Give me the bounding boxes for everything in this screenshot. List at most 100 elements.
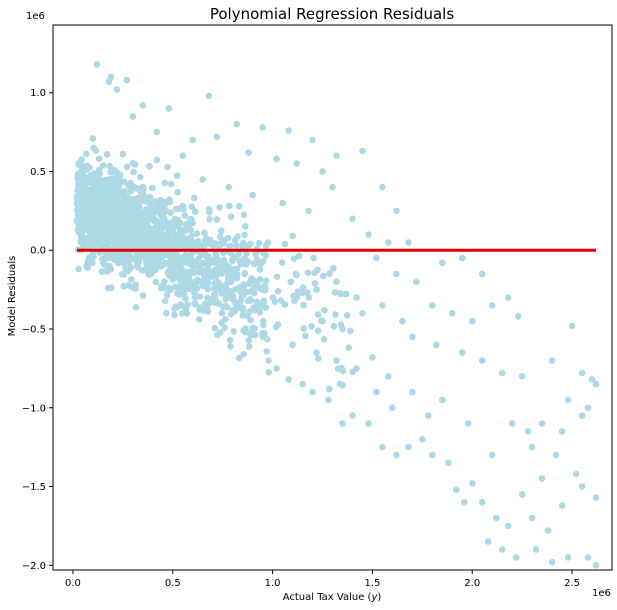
data-point (165, 284, 172, 292)
data-point (379, 443, 386, 451)
data-point (116, 201, 123, 208)
data-point (164, 163, 171, 171)
data-point (259, 333, 267, 340)
y-tick-label: −1.5 (22, 482, 46, 493)
data-point (538, 420, 546, 427)
data-point (289, 341, 296, 349)
data-point (294, 288, 302, 295)
data-point (425, 412, 432, 419)
data-point (578, 412, 586, 419)
data-point (83, 189, 91, 197)
data-point (130, 229, 137, 237)
data-point (193, 230, 201, 237)
data-point (592, 380, 600, 388)
data-point (289, 232, 297, 240)
data-point (365, 231, 372, 238)
data-point (262, 252, 270, 259)
data-point (339, 420, 346, 427)
data-point (158, 283, 165, 290)
data-point (330, 323, 338, 330)
data-point (128, 276, 135, 283)
data-point (241, 231, 248, 239)
data-point (345, 344, 353, 352)
data-point (369, 354, 376, 361)
data-point (196, 306, 203, 313)
data-point (232, 286, 239, 293)
y-tick-label: 0.0 (30, 246, 46, 257)
data-point (518, 373, 526, 380)
data-point (592, 494, 600, 501)
data-point (326, 385, 333, 393)
data-point (548, 357, 556, 364)
data-point (166, 198, 173, 206)
data-point (232, 268, 239, 276)
data-point (332, 311, 339, 318)
data-point (100, 255, 107, 262)
data-point (504, 294, 512, 301)
data-point (95, 201, 102, 208)
data-point (162, 221, 170, 228)
data-point (120, 271, 128, 278)
data-point (95, 208, 103, 216)
data-point (138, 190, 146, 198)
data-point (218, 239, 225, 246)
data-point (115, 220, 122, 228)
data-point (285, 376, 292, 383)
data-point (127, 208, 135, 216)
data-point (145, 271, 153, 278)
data-point (187, 261, 195, 268)
data-point (161, 297, 169, 305)
data-point (95, 166, 103, 174)
data-point (140, 218, 148, 225)
data-point (245, 337, 252, 344)
data-point (385, 373, 392, 380)
data-point (342, 290, 350, 298)
data-point (149, 184, 156, 192)
data-point (247, 240, 254, 248)
data-point (242, 288, 250, 296)
data-point (176, 291, 184, 298)
data-point (271, 298, 279, 306)
data-point (227, 213, 235, 220)
data-point (208, 296, 215, 303)
x-axis-label-main: Actual Tax Value ( (283, 592, 372, 603)
data-point (254, 278, 261, 286)
data-point (285, 127, 292, 134)
data-point (439, 396, 446, 404)
data-point (544, 527, 552, 534)
data-point (181, 212, 189, 219)
data-point (393, 207, 400, 215)
data-point (325, 396, 332, 404)
data-point (77, 201, 85, 208)
data-point (188, 237, 195, 245)
data-point (205, 92, 212, 100)
data-point (133, 208, 141, 215)
x-axis-label-end: ) (377, 592, 381, 603)
data-point (182, 295, 189, 302)
data-point (333, 278, 340, 286)
data-point (87, 204, 94, 211)
data-point (213, 255, 221, 263)
data-point (174, 188, 181, 196)
data-point (190, 194, 198, 202)
data-point (196, 316, 203, 323)
data-point (165, 250, 173, 257)
data-point (199, 259, 207, 267)
data-point (592, 562, 600, 569)
data-point (162, 309, 170, 317)
data-point (295, 252, 303, 260)
data-point (478, 499, 486, 506)
data-point (333, 152, 340, 159)
data-point (130, 221, 137, 228)
data-point (218, 227, 225, 235)
data-point (273, 273, 281, 281)
data-point (265, 369, 273, 376)
data-point (445, 459, 452, 467)
data-point (243, 312, 251, 320)
data-point (314, 355, 322, 362)
data-point (183, 240, 190, 247)
data-point (113, 232, 120, 240)
data-point (359, 147, 366, 155)
data-point (334, 365, 342, 373)
data-point (469, 317, 476, 325)
